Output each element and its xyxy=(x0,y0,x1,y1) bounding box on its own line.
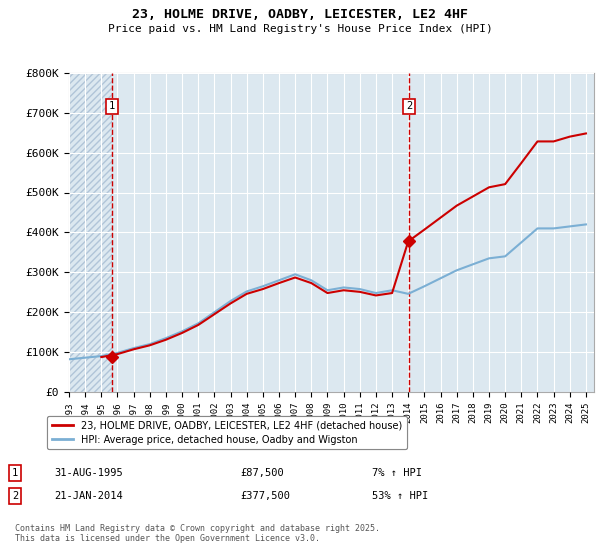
Text: 2: 2 xyxy=(12,491,18,501)
Text: £87,500: £87,500 xyxy=(240,468,284,478)
Text: 7% ↑ HPI: 7% ↑ HPI xyxy=(372,468,422,478)
Text: Contains HM Land Registry data © Crown copyright and database right 2025.
This d: Contains HM Land Registry data © Crown c… xyxy=(15,524,380,543)
Text: 53% ↑ HPI: 53% ↑ HPI xyxy=(372,491,428,501)
Legend: 23, HOLME DRIVE, OADBY, LEICESTER, LE2 4HF (detached house), HPI: Average price,: 23, HOLME DRIVE, OADBY, LEICESTER, LE2 4… xyxy=(47,416,407,450)
Text: 2: 2 xyxy=(406,101,412,111)
Text: 23, HOLME DRIVE, OADBY, LEICESTER, LE2 4HF: 23, HOLME DRIVE, OADBY, LEICESTER, LE2 4… xyxy=(132,8,468,21)
Text: 1: 1 xyxy=(12,468,18,478)
Text: Price paid vs. HM Land Registry's House Price Index (HPI): Price paid vs. HM Land Registry's House … xyxy=(107,24,493,34)
Text: 31-AUG-1995: 31-AUG-1995 xyxy=(54,468,123,478)
Text: 1: 1 xyxy=(109,101,115,111)
Text: £377,500: £377,500 xyxy=(240,491,290,501)
Text: 21-JAN-2014: 21-JAN-2014 xyxy=(54,491,123,501)
